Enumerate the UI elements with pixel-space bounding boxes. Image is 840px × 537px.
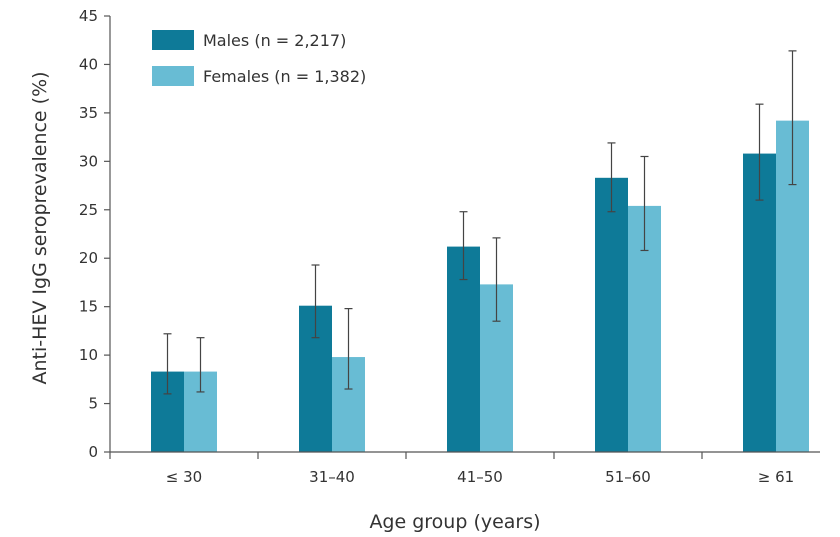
bar-males	[447, 246, 480, 452]
x-tick-label: 41–50	[457, 468, 503, 486]
y-tick-label: 5	[88, 395, 98, 413]
plot-area	[151, 50, 809, 453]
axes: 0 5 10 15 20 25 30 35 40 45 ≤ 30 31–40 41–50 51–60 ≥ …	[29, 7, 820, 533]
y-tick-label: 0	[88, 443, 98, 461]
y-axis-title: Anti-HEV IgG seroprevalence (%)	[29, 71, 51, 384]
legend-swatch-males	[152, 30, 194, 50]
error-bar-females	[344, 308, 353, 390]
y-tick-label: 10	[79, 346, 98, 364]
x-axis-title: Age group (years)	[369, 511, 540, 533]
error-bar-females	[196, 337, 205, 393]
y-tick-label: 35	[79, 104, 98, 122]
y-axis-ticks: 0 5 10 15 20 25 30 35 40 45	[79, 7, 110, 461]
bar-males	[595, 177, 628, 452]
error-bar-males	[755, 103, 764, 201]
legend-swatch-females	[152, 66, 194, 86]
y-tick-label: 15	[79, 298, 98, 316]
x-tick-label: ≤ 30	[166, 468, 202, 486]
y-tick-label: 40	[79, 55, 98, 73]
y-tick-label: 20	[79, 249, 98, 267]
error-bar-females	[788, 50, 797, 186]
x-tick-label: 31–40	[309, 468, 355, 486]
error-bar-males	[311, 264, 320, 339]
legend-label-females: Females (n = 1,382)	[203, 67, 366, 86]
bar-males	[743, 153, 776, 453]
legend: Males (n = 2,217) Females (n = 1,382)	[152, 30, 366, 86]
error-bar-males	[607, 142, 616, 213]
y-tick-label: 45	[79, 7, 98, 25]
error-bar-females	[640, 155, 649, 252]
y-tick-label: 25	[79, 201, 98, 219]
error-bar-males	[163, 333, 172, 395]
x-axis-ticks: ≤ 30 31–40 41–50 51–60 ≥ 61	[109, 452, 794, 486]
x-tick-label: ≥ 61	[758, 468, 794, 486]
error-bar-females	[492, 237, 501, 322]
error-bar-males	[459, 211, 468, 281]
x-tick-label: 51–60	[605, 468, 651, 486]
y-tick-label: 30	[79, 152, 98, 170]
legend-label-males: Males (n = 2,217)	[203, 31, 346, 50]
